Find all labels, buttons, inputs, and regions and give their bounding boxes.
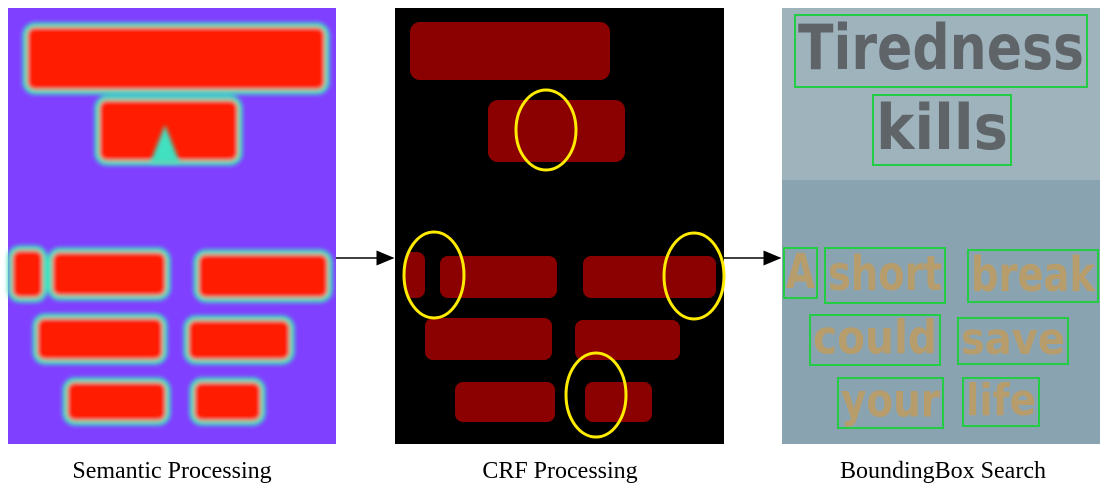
image-word: life [966, 375, 1036, 426]
image-word: break [971, 247, 1096, 303]
image-word: short [828, 246, 942, 302]
image-word: kills [876, 91, 1008, 164]
image-word: could [813, 311, 937, 365]
bbox-panel: Tiredness kills A short break could save… [782, 8, 1100, 444]
crf-panel [395, 8, 724, 444]
image-word: A [786, 244, 815, 300]
caption: BoundingBox Search [840, 458, 1046, 484]
image-word: Tiredness [798, 11, 1084, 84]
image-word: save [961, 314, 1065, 365]
caption: CRF Processing [482, 458, 637, 484]
image-word: your [841, 374, 940, 428]
semantic-panel [8, 8, 336, 444]
figure: Tiredness kills A short break could save… [0, 0, 1103, 491]
caption: Semantic Processing [72, 458, 271, 484]
